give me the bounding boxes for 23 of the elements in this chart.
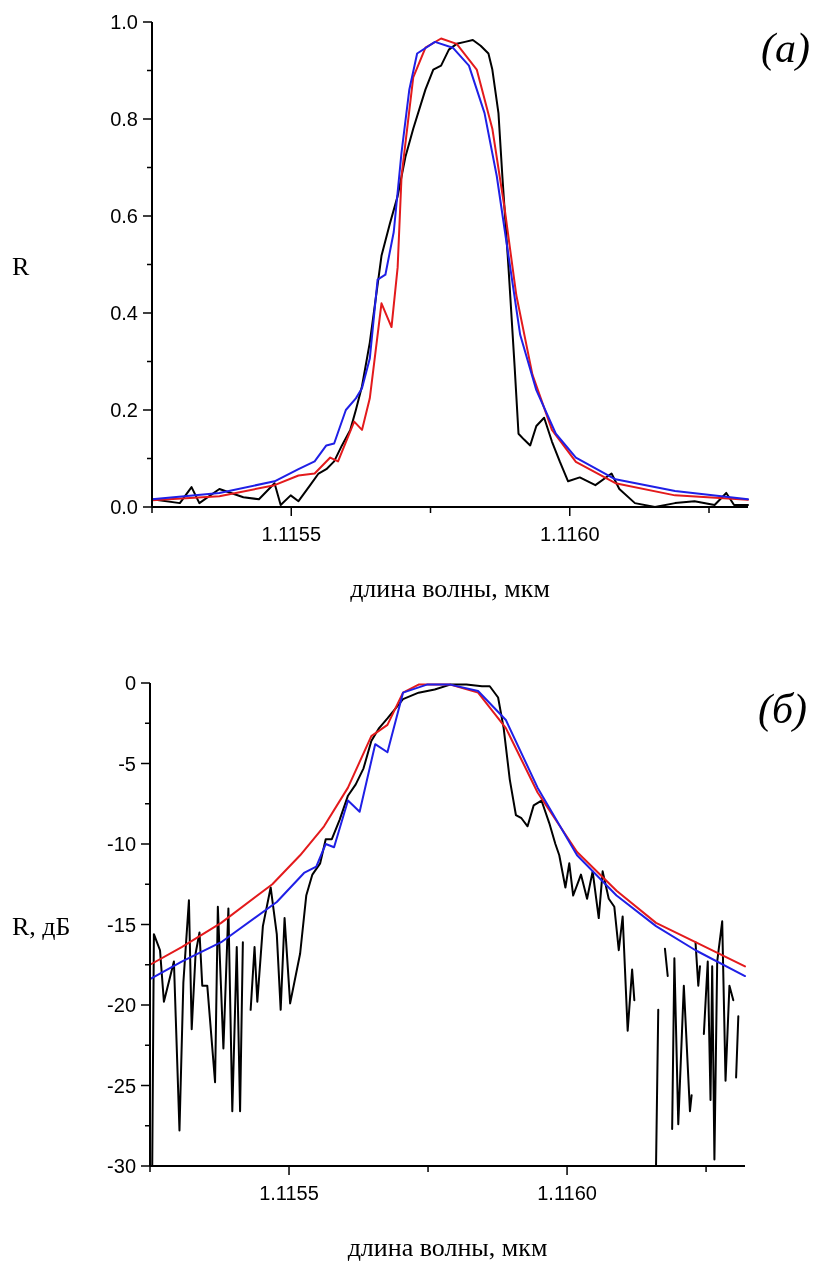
x-axis-title: длина волны, мкм [347,1233,548,1262]
x-tick-label: 1.1160 [537,1182,597,1204]
y-tick-label: 0.6 [110,205,138,227]
y-tick-label: -25 [107,1074,136,1097]
y-tick-label: -15 [107,913,136,936]
y-axis-title: R, дБ [12,911,71,941]
x-tick-label: 1.1160 [539,523,600,545]
text: (б) [757,686,807,733]
x-tick-label: 1.1155 [261,523,322,545]
y-tick-label: -5 [118,752,136,775]
text: (a) [761,25,810,72]
y-tick-label: -30 [107,1155,136,1177]
x-axis-title: длина волны, мкм [350,574,550,603]
y-tick-label: 0.2 [110,399,138,421]
y-tick-label: 0 [124,672,136,694]
y-tick-label: -20 [107,994,136,1016]
y-tick-label: -10 [107,833,136,855]
y-tick-label: 0.4 [110,302,138,324]
y-tick-label: 1.0 [110,11,138,33]
x-tick-label: 1.1155 [259,1182,319,1204]
y-tick-label: 0.8 [110,108,138,130]
y-tick-label: 0.0 [110,496,138,518]
y-axis-title: R [12,251,30,281]
